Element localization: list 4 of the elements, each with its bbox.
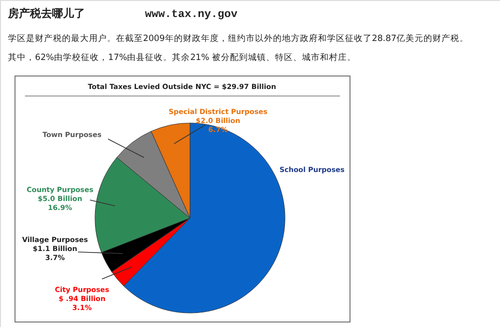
text: 其中，62%由学校征收，17%由县征收。其余21% 被分配到城镇、特区、城市和村庄。	[8, 52, 356, 63]
chart-subtitle: www.tax.ny.gov	[145, 9, 238, 21]
text: 学区是财产税的最大用户。在截至2009年的财政年度，纽约市以外的地方政府和学区征收了28.87亿美元的财产税。	[8, 33, 468, 44]
chart-title: 房产税去哪儿了	[7, 7, 85, 20]
